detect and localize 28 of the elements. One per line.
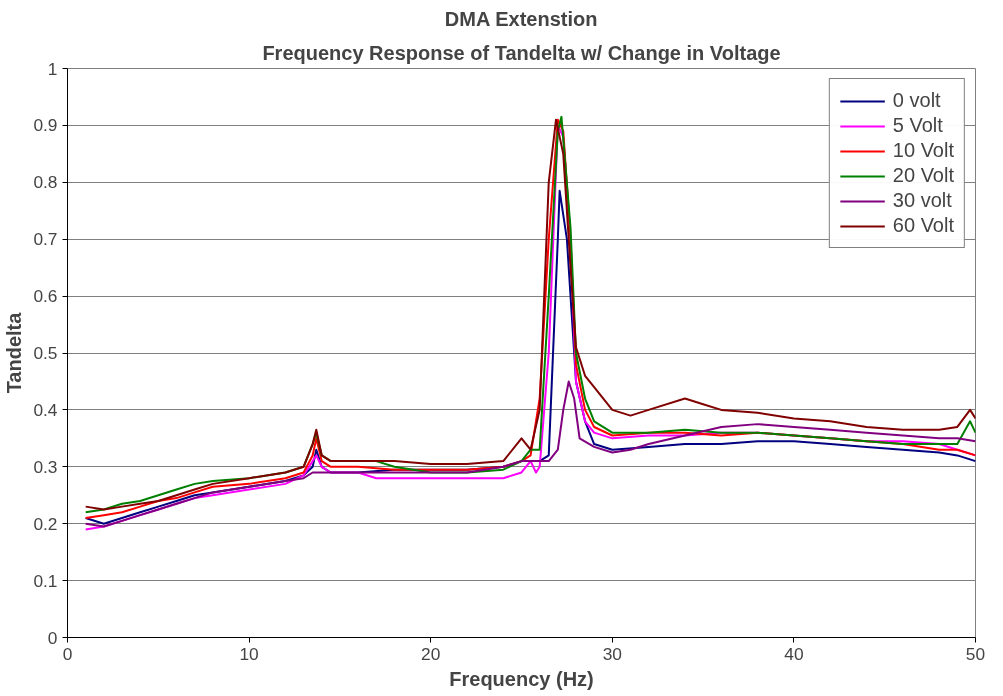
line-series: [84, 380, 976, 528]
x-tick-label: 0: [62, 643, 73, 664]
x-tick-label: 10: [239, 643, 259, 664]
y-tick-label: 0.4: [33, 399, 58, 420]
x-tick-label: 50: [965, 643, 986, 664]
x-tick-label: 20: [421, 643, 441, 664]
x-tick-label: 30: [602, 643, 622, 664]
y-tick-label: 0.1: [33, 570, 58, 591]
y-tick-label: 0: [47, 627, 58, 648]
x-tick-label: 40: [784, 643, 804, 664]
legend-label: 20 Volt: [892, 164, 954, 187]
legend-label: 0 volt: [892, 89, 941, 112]
legend-label: 5 Volt: [892, 114, 943, 137]
y-tick-label: 1: [47, 58, 58, 79]
y-tick-label: 0.2: [33, 513, 58, 534]
legend-label: 60 Volt: [892, 214, 954, 237]
y-tick-label: 0.6: [33, 286, 58, 307]
y-tick-label: 0.7: [33, 229, 58, 250]
legend-label: 30 volt: [892, 189, 952, 212]
legend-label: 10 Volt: [892, 139, 954, 162]
chart-subtitle: Frequency Response of Tandelta w/ Change in Voltage: [262, 41, 781, 64]
y-tick-label: 0.8: [33, 172, 58, 193]
x-axis-title: Frequency (Hz): [449, 667, 594, 690]
y-tick-label: 0.5: [33, 343, 58, 363]
y-tick-label: 0.3: [33, 456, 58, 477]
chart-title: DMA Extenstion: [444, 7, 598, 30]
y-tick-label: 0.9: [33, 115, 58, 136]
y-axis-title: Tandelta: [3, 311, 26, 394]
